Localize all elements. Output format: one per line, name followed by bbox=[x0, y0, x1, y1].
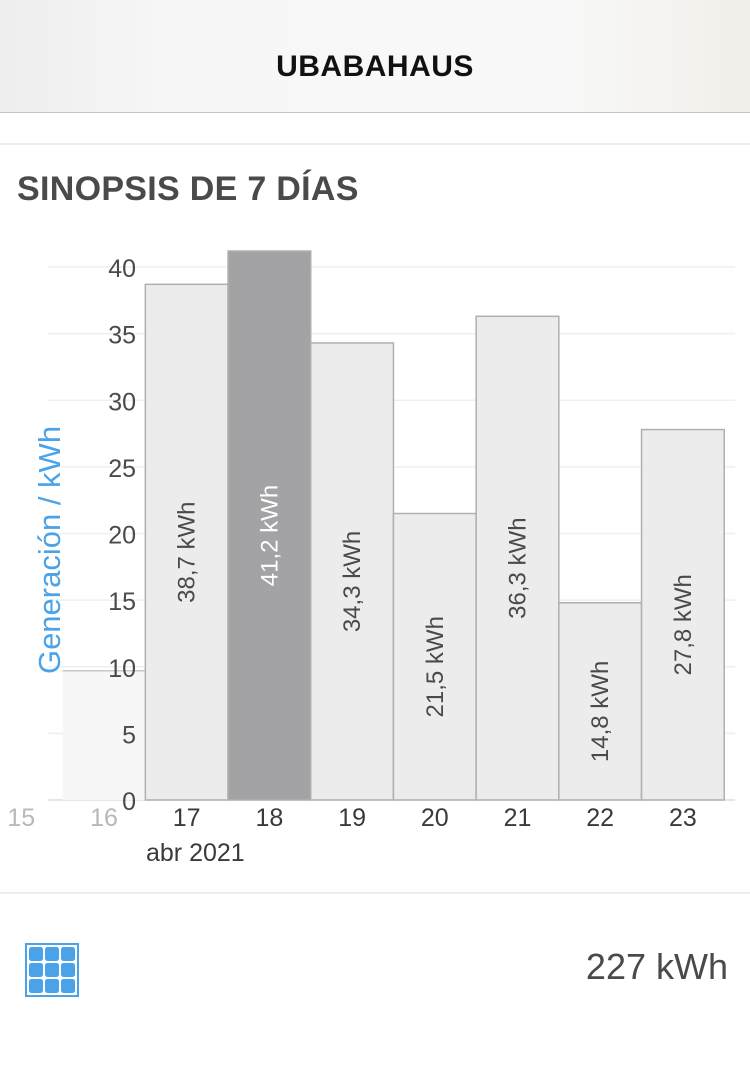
bar-value-label: 36,3 kWh bbox=[505, 517, 532, 618]
divider bbox=[0, 892, 750, 894]
section-title: SINOPSIS DE 7 DÍAS bbox=[17, 170, 359, 208]
divider bbox=[0, 143, 750, 145]
generation-bar-chart[interactable]: 38,7 kWh 41,2 kWh 34,3 kWh 21,5 kWh 36,3 kWh… bbox=[0, 225, 750, 875]
bar-21[interactable] bbox=[475, 315, 560, 801]
navigation-bar: UBABAHAUS bbox=[0, 0, 750, 113]
y-tick-label: 15 bbox=[108, 588, 136, 616]
x-tick-label: 23 bbox=[669, 804, 697, 832]
x-axis-label: abr 2021 bbox=[146, 839, 245, 867]
bar-19[interactable] bbox=[310, 342, 395, 801]
bar-17[interactable] bbox=[144, 283, 229, 801]
bar-value-label: 34,3 kWh bbox=[339, 531, 366, 632]
y-tick-label: 30 bbox=[108, 388, 136, 416]
y-tick-label: 5 bbox=[122, 721, 136, 749]
x-tick-label: 17 bbox=[173, 804, 201, 832]
total-generation-value: 227 kWh bbox=[585, 946, 728, 987]
x-tick-label: 15 bbox=[7, 804, 35, 832]
bar-18[interactable] bbox=[227, 250, 312, 801]
y-tick-label: 20 bbox=[108, 522, 136, 550]
summary-row: 227 kWh bbox=[0, 940, 750, 1000]
bar-22[interactable] bbox=[558, 602, 643, 801]
bar-value-label: 27,8 kWh bbox=[670, 574, 697, 675]
bar-value-label: 41,2 kWh bbox=[256, 485, 283, 586]
y-axis-label: Generación / kWh bbox=[32, 426, 67, 674]
bar-23[interactable] bbox=[640, 428, 725, 801]
y-tick-label: 10 bbox=[108, 655, 136, 683]
x-tick-label: 20 bbox=[421, 804, 449, 832]
bar-20[interactable] bbox=[392, 512, 477, 801]
page-title: UBABAHAUS bbox=[276, 50, 474, 83]
x-tick-label: 22 bbox=[586, 804, 614, 832]
x-tick-label: 16 bbox=[90, 804, 118, 832]
y-tick-label: 0 bbox=[122, 788, 136, 816]
y-tick-label: 40 bbox=[108, 255, 136, 283]
bar-value-label: 21,5 kWh bbox=[422, 616, 449, 717]
y-tick-label: 35 bbox=[108, 322, 136, 350]
bar-16[interactable] bbox=[62, 670, 146, 800]
x-tick-label: 19 bbox=[338, 804, 366, 832]
x-tick-label: 21 bbox=[504, 804, 532, 832]
bar-value-label: 14,8 kWh bbox=[587, 661, 614, 762]
bar-value-label: 38,7 kWh bbox=[174, 501, 201, 602]
x-tick-label: 18 bbox=[255, 804, 283, 832]
y-tick-label: 25 bbox=[108, 455, 136, 483]
solar-panel-icon bbox=[25, 943, 79, 997]
